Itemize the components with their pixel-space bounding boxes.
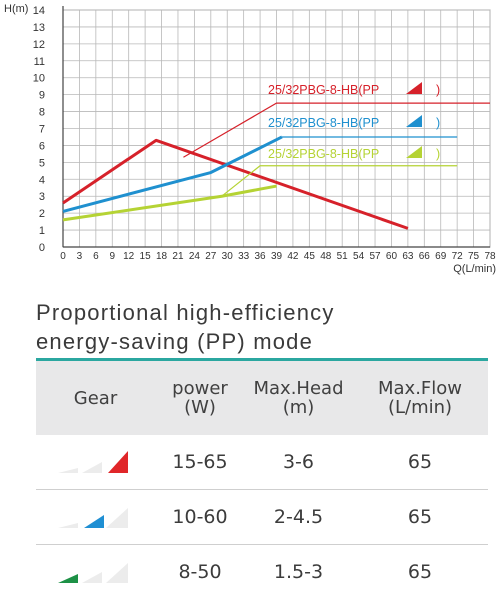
y-tick-label: 1: [39, 225, 45, 237]
x-tick-label: 78: [484, 251, 496, 262]
gear-bar-2: [82, 572, 102, 583]
gear-bar-2: [82, 462, 102, 473]
y-tick-label: 12: [33, 39, 45, 51]
y-tick-label: 2: [39, 208, 45, 220]
header-max-flow: Max.Flow (L/min): [352, 361, 488, 435]
gear-bar-3: [108, 451, 128, 473]
flow-cell: 65: [352, 435, 488, 490]
gear-bar-3: [106, 508, 128, 528]
x-tick-label: 42: [287, 251, 299, 262]
x-tick-label: 21: [172, 251, 184, 262]
series-label-close-2: ): [436, 116, 440, 130]
y-tick-label: 8: [39, 107, 45, 119]
x-tick-label: 15: [140, 251, 152, 262]
y-tick-label: 13: [33, 22, 45, 34]
gear-cell: [36, 490, 155, 545]
power-cell: 15-65: [155, 435, 245, 490]
gear-cell: [36, 545, 155, 599]
x-axis-label: Q(L/min): [453, 263, 496, 275]
y-tick-label: 7: [39, 124, 45, 136]
y-tick-label: 14: [33, 5, 45, 17]
gear-level-3-icon: [58, 450, 134, 474]
header-power: power (W): [155, 361, 245, 435]
header-max-head: Max.Head (m): [245, 361, 352, 435]
gear-level-2-icon: [58, 505, 134, 529]
y-tick-label: 0: [39, 242, 45, 254]
x-tick-label: 36: [255, 251, 267, 262]
x-tick-label: 3: [77, 251, 83, 262]
gear-bar-1: [58, 523, 78, 528]
y-tick-label: 4: [39, 174, 45, 186]
y-tick-label: 9: [39, 90, 45, 102]
y-axis-label: H(m): [4, 3, 28, 15]
x-tick-label: 12: [123, 251, 135, 262]
series-label-close-3: ): [436, 147, 440, 161]
y-tick-label: 5: [39, 157, 45, 169]
x-tick-label: 27: [205, 251, 217, 262]
x-tick-label: 6: [93, 251, 99, 262]
spec-table: Gear power (W) Max.Head (m) Max.Flow (L/…: [36, 361, 488, 599]
y-tick-label: 11: [34, 56, 45, 68]
series-label-close-1: ): [436, 83, 440, 97]
x-tick-label: 30: [222, 251, 234, 262]
power-cell: 10-60: [155, 490, 245, 545]
x-tick-label: 75: [468, 251, 480, 262]
spec-title-line-1: Proportional high-efficiency: [36, 298, 335, 327]
gear-bar-2: [84, 515, 104, 528]
gear-level-1-icon: [58, 560, 134, 584]
gear-cell: [36, 435, 155, 490]
spec-title: Proportional high-efficiency energy-savi…: [36, 298, 335, 356]
x-tick-label: 39: [271, 251, 283, 262]
y-tick-label: 6: [39, 140, 45, 152]
gear-bar-3: [106, 563, 128, 583]
x-tick-label: 60: [386, 251, 398, 262]
series-label-3: 25/32PBG-8-HB(PP: [268, 147, 379, 161]
flow-cell: 65: [352, 545, 488, 599]
flow-cell: 65: [352, 490, 488, 545]
series-label-1: 25/32PBG-8-HB(PP: [268, 83, 379, 97]
head-cell: 1.5-3: [245, 545, 352, 599]
y-tick-label: 10: [33, 73, 45, 85]
head-cell: 3-6: [245, 435, 352, 490]
spec-header-row: Gear power (W) Max.Head (m) Max.Flow (L/…: [36, 361, 488, 435]
y-tick-label: 3: [39, 191, 45, 203]
x-tick-label: 69: [435, 251, 447, 262]
x-tick-label: 51: [337, 251, 349, 262]
x-tick-label: 18: [156, 251, 168, 262]
x-tick-label: 33: [238, 251, 250, 262]
spec-row-gear-1: 8-50 1.5-3 65: [36, 545, 488, 599]
head-cell: 2-4.5: [245, 490, 352, 545]
x-tick-label: 57: [369, 251, 381, 262]
x-tick-label: 63: [402, 251, 414, 262]
spec-title-line-2: energy-saving (PP) mode: [36, 327, 335, 356]
x-tick-label: 9: [109, 251, 115, 262]
x-tick-label: 45: [304, 251, 316, 262]
header-gear: Gear: [36, 361, 155, 435]
x-tick-label: 24: [189, 251, 201, 262]
spec-row-gear-3: 15-65 3-6 65: [36, 435, 488, 490]
x-tick-label: 48: [320, 251, 332, 262]
gear-bar-1: [58, 574, 78, 583]
series-label-2: 25/32PBG-8-HB(PP: [268, 116, 379, 130]
x-tick-label: 54: [353, 251, 365, 262]
x-tick-label: 66: [419, 251, 431, 262]
gear-bar-1: [58, 468, 78, 473]
power-cell: 8-50: [155, 545, 245, 599]
spec-row-gear-2: 10-60 2-4.5 65: [36, 490, 488, 545]
x-tick-label: 72: [452, 251, 464, 262]
x-tick-label: 0: [60, 251, 66, 262]
